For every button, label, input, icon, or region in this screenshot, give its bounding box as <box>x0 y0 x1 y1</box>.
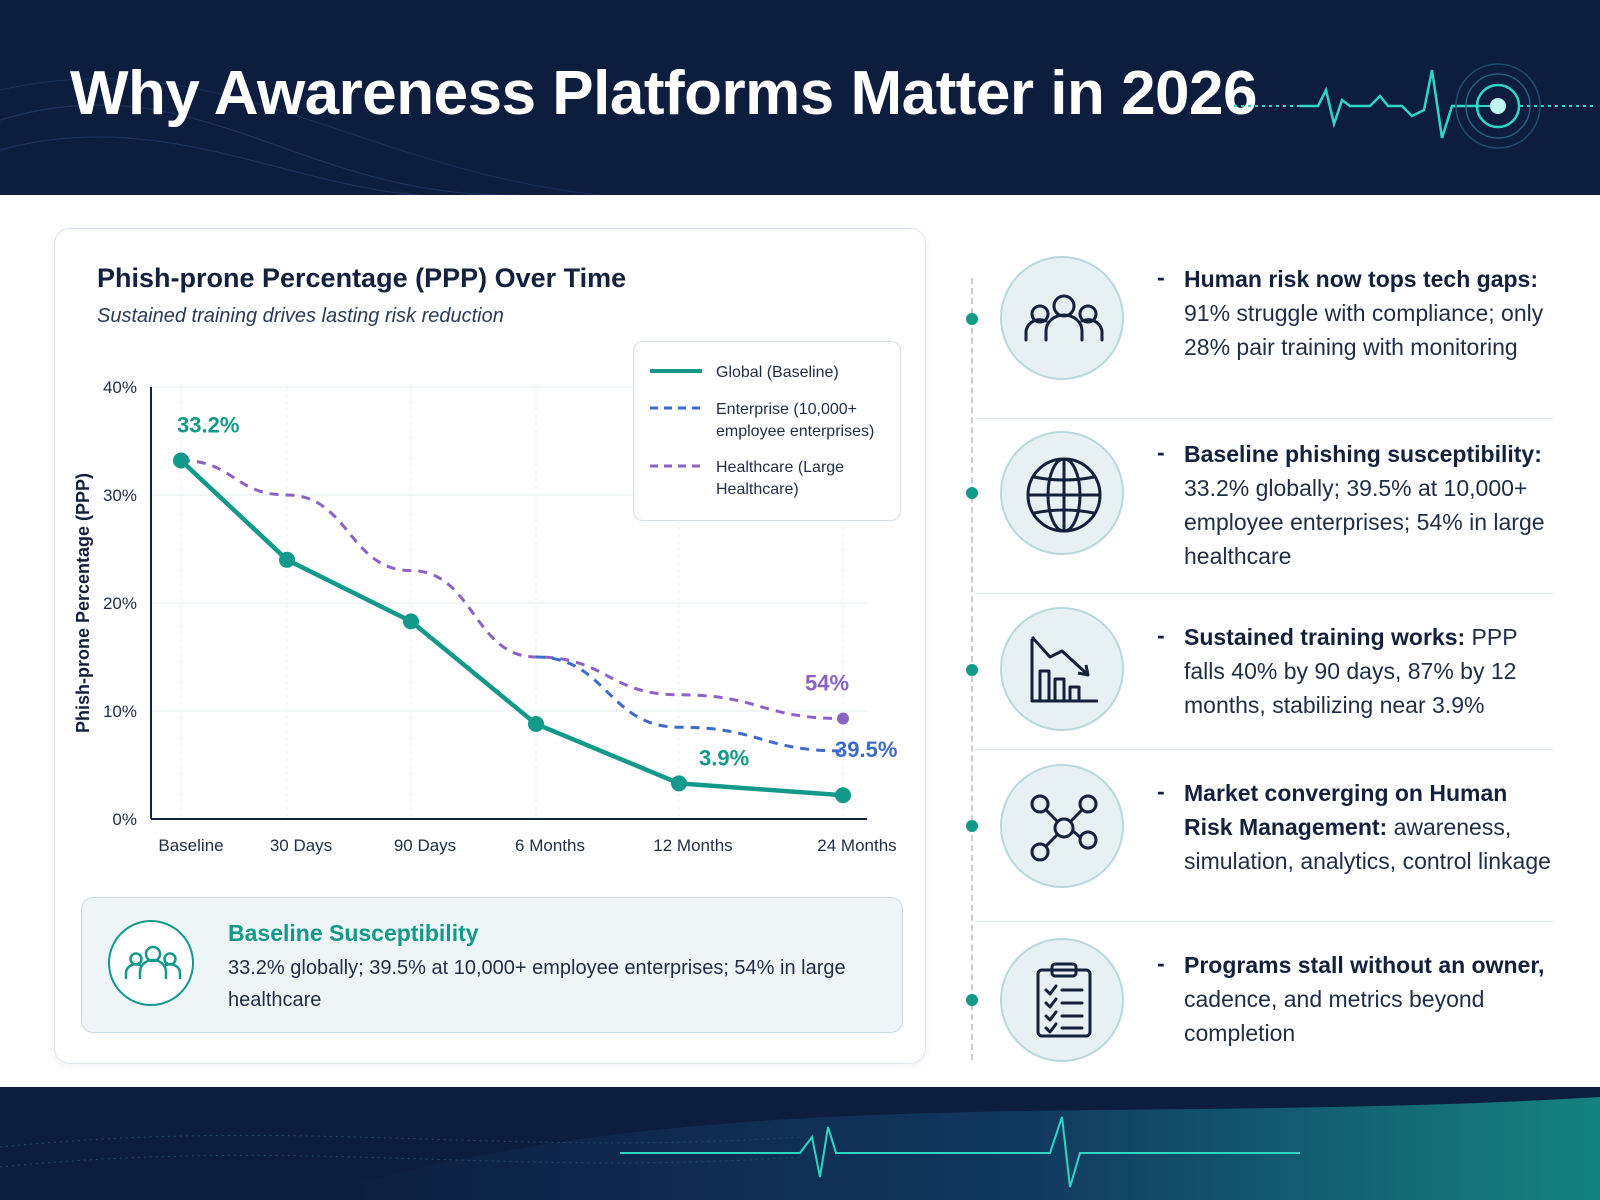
legend-label-global: Global (Baseline) <box>716 364 839 381</box>
data-point-global <box>173 452 189 469</box>
x-tick-label: 6 Months <box>515 836 585 855</box>
legend-item-global: Global (Baseline) <box>650 362 888 384</box>
header-wave-decoration <box>0 78 601 195</box>
timeline-dot <box>966 487 978 499</box>
y-tick-label: 0% <box>112 810 137 829</box>
chart-title: Phish-prone Percentage (PPP) Over Time <box>97 263 627 293</box>
series-line-healthcare <box>180 458 844 721</box>
x-tick-label: Baseline <box>158 836 223 855</box>
footer-wave-decoration <box>0 1097 1600 1200</box>
timeline-dot <box>966 820 978 832</box>
legend-item-enterprise: Enterprise (10,000+ employee enterprises… <box>650 399 888 443</box>
x-tick-label: 24 Months <box>817 836 896 855</box>
data-label: 33.2% <box>177 412 239 437</box>
summary-text: 33.2% globally; 39.5% at 10,000+ employe… <box>228 957 846 1011</box>
x-tick-label: 12 Months <box>653 836 732 855</box>
data-point-global <box>528 715 544 732</box>
divider <box>975 593 1553 594</box>
timeline-dot <box>966 994 978 1006</box>
network-nodes-icon <box>1000 764 1124 888</box>
timeline-dot <box>966 313 978 325</box>
data-point-global <box>835 787 851 804</box>
people-group-icon <box>108 920 194 1006</box>
timeline-dot <box>966 664 978 676</box>
point-heading: Baseline phishing susceptibility: <box>1184 441 1542 467</box>
legend-swatch-healthcare <box>650 464 702 468</box>
y-tick-label: 30% <box>103 486 137 505</box>
point-text-human-risk: Human risk now tops tech gaps: 91% strug… <box>1184 262 1556 364</box>
data-label: 54% <box>805 671 849 696</box>
summary-title: Baseline Susceptibility <box>228 920 479 946</box>
point-body: PPP falls 40% by 90 days, 87% by 12 mont… <box>1184 624 1518 718</box>
x-tick-label: 90 Days <box>394 836 456 855</box>
point-text-baseline: Baseline phishing susceptibility: 33.2% … <box>1184 437 1556 573</box>
line-chart: 0% 10% 20% 30% 40% Baseline 30 Days 90 Days 6 Mo… <box>73 378 897 855</box>
x-tick-label: 30 Days <box>270 836 332 855</box>
point-text-market: Market converging on Human Risk Manageme… <box>1184 776 1556 878</box>
bullet-dash: - <box>1157 778 1165 804</box>
legend-label-enterprise: Enterprise (10,000+ employee enterprises… <box>716 401 875 440</box>
point-heading: Programs stall without an owner, <box>1184 952 1545 978</box>
point-body: cadence, and metrics beyond completion <box>1184 986 1485 1046</box>
data-point-healthcare <box>837 712 849 725</box>
bullet-dash: - <box>1157 439 1165 465</box>
data-label: 39.5% <box>835 737 897 762</box>
series-line-global <box>179 458 844 798</box>
point-text-sustained-training: Sustained training works: PPP falls 40% … <box>1184 620 1556 722</box>
page-title: Why Awareness Platforms Matter in 2026 <box>70 59 1258 128</box>
data-point-global <box>279 551 295 568</box>
header-banner: Why Awareness Platforms Matter in 2026 <box>0 0 1600 195</box>
legend-swatch-enterprise <box>650 406 702 410</box>
bullet-dash: - <box>1157 950 1165 976</box>
divider <box>975 418 1553 419</box>
legend-item-healthcare: Healthcare (Large Healthcare) <box>650 457 888 501</box>
people-group-icon <box>1000 256 1124 380</box>
point-body: awareness, simulation, analytics, contro… <box>1184 814 1551 874</box>
legend-swatch-global <box>650 369 702 373</box>
bullet-dash: - <box>1157 622 1165 648</box>
baseline-summary-box: Baseline Susceptibility 33.2% globally; … <box>81 897 903 1033</box>
legend-label-healthcare: Healthcare (Large Healthcare) <box>716 459 845 498</box>
y-axis-label: Phish-prone Percentage (PPP) <box>73 473 93 733</box>
divider <box>975 749 1553 750</box>
globe-icon <box>1000 431 1124 555</box>
divider <box>975 921 1553 922</box>
chart-subtitle: Sustained training drives lasting risk r… <box>97 305 504 327</box>
bullet-dash: - <box>1157 264 1165 290</box>
y-tick-label: 10% <box>103 702 137 721</box>
data-point-global <box>671 775 687 792</box>
data-label: 3.9% <box>699 745 749 770</box>
data-point-global <box>403 613 419 630</box>
y-tick-label: 20% <box>103 594 137 613</box>
chart-legend: Global (Baseline) Enterprise (10,000+ em… <box>633 341 901 521</box>
point-heading: Sustained training works: <box>1184 624 1466 650</box>
declining-chart-icon <box>1000 607 1124 731</box>
point-text-programs-stall: Programs stall without an owner, cadence… <box>1184 948 1556 1050</box>
chart-card: Phish-prone Percentage (PPP) Over Time S… <box>54 228 926 1064</box>
point-body: 33.2% globally; 39.5% at 10,000+ employe… <box>1184 475 1545 569</box>
series-line-enterprise <box>535 655 844 753</box>
heartbeat-pulse-icon <box>1234 63 1596 149</box>
point-heading: Human risk now tops tech gaps: <box>1184 266 1538 292</box>
footer-wave-banner <box>0 1087 1600 1200</box>
point-body: 91% struggle with compliance; only 28% p… <box>1184 300 1544 360</box>
clipboard-checklist-icon <box>1000 938 1124 1062</box>
point-heading: Market converging on Human Risk Manageme… <box>1184 780 1508 840</box>
y-tick-label: 40% <box>103 378 137 397</box>
